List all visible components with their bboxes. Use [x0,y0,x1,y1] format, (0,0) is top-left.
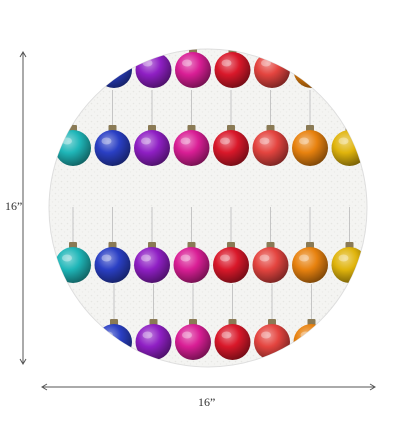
ornament-bauble [213,90,249,166]
ornament-bauble [173,90,210,166]
vertical-dimension-arrow-icon [19,51,27,365]
ornament-bauble [292,207,328,283]
ornament-bauble [213,207,249,283]
ornament-bauble [293,49,330,88]
ornament-bauble [134,207,170,283]
ornament-bauble [94,207,131,283]
round-placemat [48,48,368,368]
ornament-bauble [134,90,170,166]
ornament-bauble [175,284,211,360]
ornament-bauble [94,90,131,166]
ornament-bauble [55,207,91,283]
ornament-bauble [254,49,290,88]
width-dimension-label: 16” [198,395,216,409]
ornament-bauble [252,90,289,166]
ornament-bauble [252,207,289,283]
ornament-bauble [96,49,132,88]
ornament-bauble [214,284,251,360]
ornament-bauble [135,284,172,360]
horizontal-dimension-arrow-icon [41,383,376,391]
ornament-bauble [135,49,172,88]
height-dimension-label: 16” [5,199,23,213]
ornament-bauble [175,49,211,88]
ornament-bauble [173,207,210,283]
ornament-bauble [292,90,328,166]
